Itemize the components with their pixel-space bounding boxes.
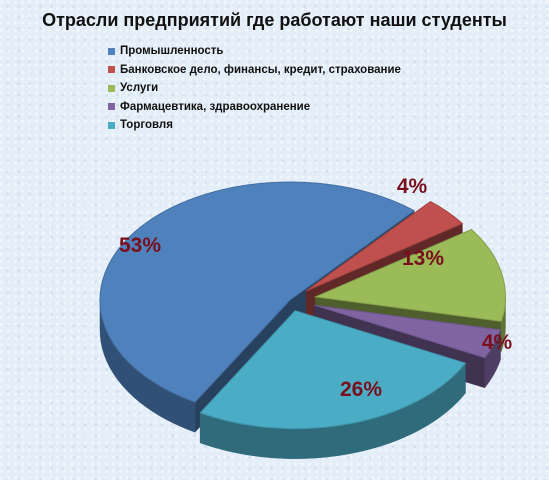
legend-swatch: [108, 84, 115, 92]
pie-slice-0: [99, 181, 416, 403]
pie-slice-3: [314, 304, 502, 359]
chart-title: Отрасли предприятий где работают наши ст…: [42, 10, 507, 30]
legend-swatch: [108, 66, 115, 74]
data-label: 4%: [482, 331, 513, 354]
data-label: 4%: [397, 175, 428, 198]
data-label: 26%: [340, 378, 382, 401]
pie-tops: [99, 181, 506, 430]
legend-label: Банковское дело, финансы, кредит, страхо…: [120, 63, 401, 76]
data-labels: 53% 4% 13% 4% 26%: [119, 175, 513, 401]
legend-item-services: Услуги: [108, 79, 401, 98]
pie-slice-1: [306, 200, 464, 292]
legend-label: Фармацевтика, здравоохранение: [120, 100, 311, 113]
legend-swatch: [108, 47, 115, 55]
legend-label: Торговля: [120, 119, 173, 132]
pie-slice-2: [313, 228, 506, 322]
legend-item-pharma: Фармацевтика, здравоохранение: [108, 98, 401, 117]
legend-item-trade: Торговля: [108, 116, 401, 135]
legend-label: Промышленность: [120, 45, 224, 58]
legend-item-banking: Банковское дело, финансы, кредит, страхо…: [108, 61, 401, 80]
legend-swatch: [108, 103, 115, 111]
legend-item-industry: Промышленность: [108, 42, 401, 61]
legend-swatch: [108, 121, 115, 129]
data-label: 13%: [402, 247, 444, 270]
pie-slice-4: [199, 310, 467, 430]
data-label: 53%: [119, 234, 161, 257]
legend: Промышленность Банковское дело, финансы,…: [108, 42, 401, 135]
legend-label: Услуги: [120, 82, 159, 95]
